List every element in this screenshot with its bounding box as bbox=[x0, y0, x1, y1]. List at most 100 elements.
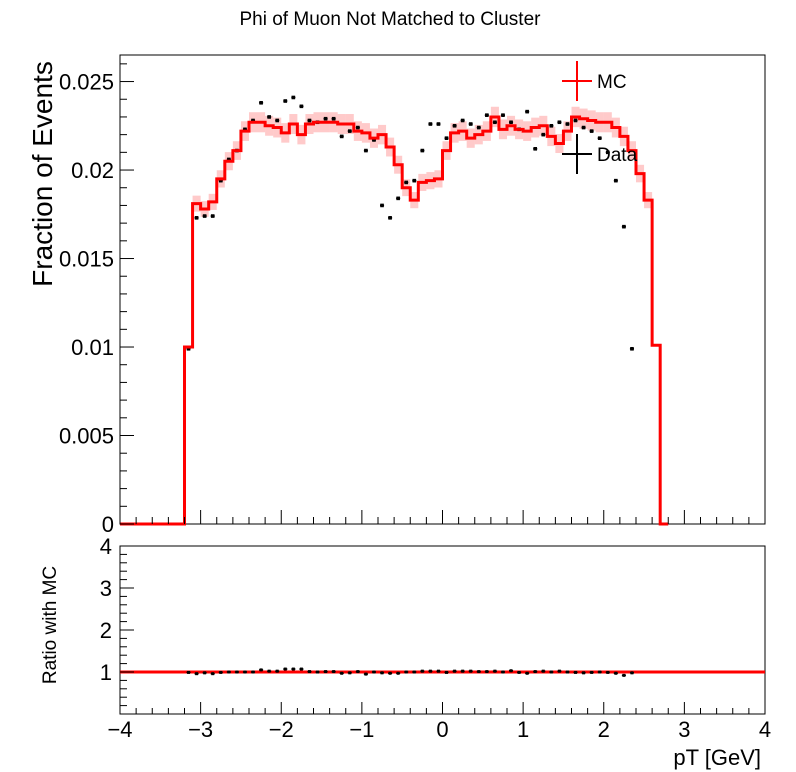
ratio-y-tick-label: 1 bbox=[100, 660, 112, 685]
ratio-point bbox=[340, 671, 344, 675]
data-point bbox=[275, 118, 280, 123]
data-point bbox=[485, 113, 489, 117]
ratio-point bbox=[219, 670, 223, 674]
ratio-point bbox=[324, 670, 328, 674]
y-tick-label: 0.025 bbox=[59, 70, 114, 95]
y-axis-ticks: 0 0.005 0.01 0.015 0.02 0.025 bbox=[59, 63, 134, 537]
data-point bbox=[428, 122, 433, 126]
data-point bbox=[614, 178, 618, 183]
mc-histogram-line bbox=[120, 115, 669, 526]
data-point bbox=[460, 118, 465, 123]
data-point bbox=[347, 129, 352, 133]
data-point bbox=[581, 125, 586, 130]
x-tick-label: −3 bbox=[188, 717, 213, 742]
data-point bbox=[388, 216, 392, 220]
ratio-point bbox=[251, 670, 255, 674]
ratio-point bbox=[590, 670, 594, 674]
ratio-plot: 1 2 3 4 −4 −3 −2 −1 0 1 2 3 4 Ratio with MC pT [GeV… bbox=[40, 534, 771, 770]
ratio-point bbox=[461, 669, 465, 673]
ratio-point bbox=[517, 670, 521, 674]
legend-data-label: Data bbox=[597, 145, 638, 166]
data-point bbox=[194, 216, 199, 220]
ratio-y-axis-ticks: 1 2 3 4 bbox=[100, 534, 134, 707]
data-point bbox=[299, 104, 304, 109]
ratio-point bbox=[404, 670, 408, 674]
data-point bbox=[501, 113, 505, 117]
ratio-data-points bbox=[186, 667, 634, 677]
ratio-point bbox=[509, 669, 513, 673]
ratio-point bbox=[420, 669, 424, 673]
data-point bbox=[396, 196, 400, 201]
data-point bbox=[565, 122, 570, 126]
ratio-point bbox=[630, 671, 634, 675]
x-axis-label: pT [GeV] bbox=[673, 745, 761, 770]
ratio-point bbox=[243, 670, 247, 674]
ratio-point bbox=[356, 670, 360, 674]
ratio-point bbox=[565, 670, 569, 674]
data-point bbox=[630, 346, 634, 351]
data-point bbox=[243, 127, 247, 132]
data-point bbox=[291, 95, 296, 100]
ratio-point bbox=[299, 667, 303, 671]
ratio-point bbox=[557, 669, 561, 673]
ratio-point bbox=[428, 669, 432, 673]
data-point bbox=[525, 109, 529, 114]
legend-item-data: Data bbox=[562, 134, 638, 174]
ratio-point bbox=[622, 673, 626, 677]
data-point bbox=[404, 180, 409, 185]
ratio-point bbox=[582, 671, 586, 675]
ratio-point bbox=[380, 671, 384, 675]
main-plot-frame bbox=[119, 54, 766, 525]
ratio-plot-frame bbox=[119, 545, 766, 715]
ratio-point bbox=[541, 669, 545, 673]
ratio-point bbox=[332, 670, 336, 674]
data-point bbox=[251, 118, 255, 123]
y-tick-label: 0.01 bbox=[71, 335, 114, 360]
legend: MC Data bbox=[562, 61, 638, 174]
data-point bbox=[356, 125, 360, 130]
ratio-point bbox=[533, 670, 537, 674]
data-point bbox=[541, 132, 546, 137]
ratio-point bbox=[606, 670, 610, 674]
ratio-point bbox=[187, 670, 191, 674]
x-axis-ticks-top-plot bbox=[119, 510, 766, 524]
data-point bbox=[372, 138, 376, 142]
y-tick-label: 0.015 bbox=[59, 247, 114, 272]
ratio-point bbox=[348, 671, 352, 675]
ratio-point bbox=[614, 671, 618, 675]
data-point bbox=[573, 118, 578, 123]
data-point bbox=[452, 123, 457, 128]
ratio-point bbox=[549, 670, 553, 674]
data-point bbox=[323, 116, 328, 121]
ratio-point bbox=[195, 672, 199, 676]
ratio-point bbox=[316, 670, 320, 674]
x-tick-label: 2 bbox=[598, 717, 610, 742]
ratio-point bbox=[203, 671, 207, 675]
data-point bbox=[493, 120, 497, 125]
ratio-point bbox=[211, 672, 215, 676]
data-point bbox=[186, 346, 191, 351]
ratio-point bbox=[574, 670, 578, 674]
x-tick-label: 0 bbox=[436, 717, 448, 742]
ratio-point bbox=[235, 670, 239, 674]
data-point bbox=[622, 224, 626, 229]
data-point bbox=[267, 115, 271, 119]
y-axis-label: Fraction of Events bbox=[27, 61, 58, 287]
x-tick-label: 3 bbox=[678, 717, 690, 742]
data-point bbox=[307, 118, 312, 123]
ratio-point bbox=[469, 669, 473, 673]
chart-title: Phi of Muon Not Matched to Cluster bbox=[240, 9, 542, 30]
ratio-point bbox=[307, 670, 311, 674]
ratio-point bbox=[267, 669, 271, 673]
ratio-point bbox=[525, 671, 529, 675]
main-plot: 0 0.005 0.01 0.015 0.02 0.025 Fraction of Eve… bbox=[27, 54, 766, 537]
ratio-point bbox=[227, 670, 231, 674]
data-point bbox=[331, 116, 336, 121]
ratio-point bbox=[477, 670, 481, 674]
legend-item-mc: MC bbox=[562, 61, 627, 101]
data-point bbox=[218, 178, 223, 183]
x-axis-ticks: −4 −3 −2 −1 0 1 2 3 4 bbox=[107, 702, 771, 742]
ratio-y-tick-label: 4 bbox=[100, 534, 112, 559]
x-tick-label: −1 bbox=[349, 717, 374, 742]
legend-mc-label: MC bbox=[597, 72, 627, 93]
